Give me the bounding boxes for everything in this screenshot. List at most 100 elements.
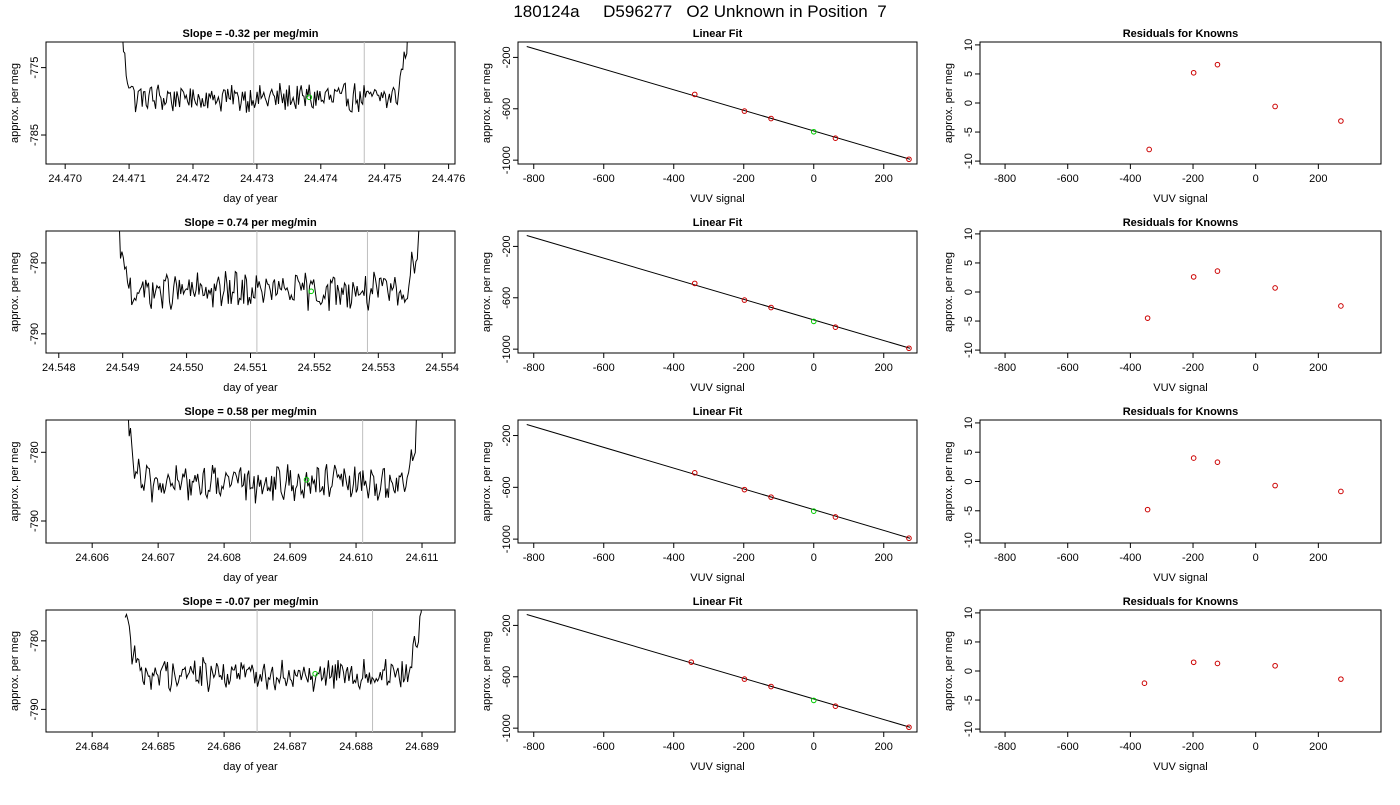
residual-point-r2c2 — [1144, 506, 1151, 513]
x-tick-label-r0c0: 24.473 — [240, 173, 274, 185]
fit-line-r3c1 — [526, 614, 911, 728]
x-tick-label-r1c0: 24.551 — [234, 362, 268, 374]
plot-title-r0c2: Residuals for Knowns — [1123, 28, 1239, 40]
known-point-r3c1 — [688, 659, 695, 665]
known-point-r3c1 — [768, 683, 774, 690]
x-tick-label-r3c1: -200 — [733, 741, 755, 753]
x-tick-label-r3c2: -400 — [1119, 741, 1141, 753]
x-axis-label-r2c0: day of year — [223, 572, 278, 584]
known-point-r1c1 — [906, 345, 912, 352]
plot-frame-r3c2 — [979, 609, 1382, 733]
known-point-r2c1 — [741, 486, 748, 493]
y-tick-label-r0c2: -10 — [963, 153, 975, 169]
x-tick-label-r0c1: 200 — [875, 173, 893, 185]
x-tick-label-r2c2: -200 — [1182, 552, 1204, 564]
x-tick-label-r0c1: -400 — [663, 173, 685, 185]
x-tick-label-r3c2: 0 — [1253, 741, 1259, 753]
residual-point-r0c2 — [1190, 69, 1197, 76]
unknown-point-r0c1 — [810, 128, 817, 135]
plot-frame-r1c0 — [45, 230, 456, 354]
residual-point-r3c2 — [1214, 660, 1221, 667]
x-axis-label-r3c1: VUV signal — [690, 761, 744, 773]
x-tick-label-r1c2: -200 — [1182, 362, 1204, 374]
y-tick-label-r3c2: 0 — [963, 668, 975, 674]
y-tick-label-r1c2: -5 — [963, 316, 975, 326]
x-tick-label-r2c2: -800 — [994, 552, 1016, 564]
y-tick-label-r3c2: -5 — [963, 695, 975, 705]
x-tick-label-r3c1: -800 — [523, 741, 545, 753]
x-tick-label-r1c1: -600 — [593, 362, 615, 374]
y-tick-label-r0c1: -200 — [501, 46, 513, 68]
y-tick-label-r2c2: -5 — [963, 506, 975, 516]
fit-line-r0c1 — [526, 46, 911, 160]
x-tick-label-r1c1: -800 — [523, 362, 545, 374]
y-axis-label-r0c1: approx. per meg — [481, 63, 493, 143]
signal-trace-r1c0 — [119, 231, 420, 311]
x-axis-label-r1c2: VUV signal — [1153, 382, 1207, 394]
y-tick-label-r2c2: 5 — [963, 449, 975, 455]
x-tick-label-r0c1: 0 — [811, 173, 817, 185]
unknown-point-r2c1 — [810, 508, 817, 514]
y-tick-label-r1c2: 5 — [963, 260, 975, 266]
y-axis-label-r3c1: approx. per meg — [481, 631, 493, 711]
x-tick-label-r0c2: -400 — [1119, 173, 1141, 185]
y-tick-label-r0c1: -600 — [501, 98, 513, 120]
known-point-r0c1 — [906, 156, 912, 163]
plot-title-r2c0: Slope = 0.58 per meg/min — [184, 406, 317, 418]
figure-title: 180124a D596277 O2 Unknown in Position 7 — [513, 2, 887, 21]
x-tick-label-r3c2: -600 — [1057, 741, 1079, 753]
y-tick-label-r2c2: -10 — [963, 532, 975, 548]
x-tick-label-r1c1: -200 — [733, 362, 755, 374]
y-tick-label-r2c1: -600 — [501, 476, 513, 498]
y-tick-label-r3c0: -780 — [29, 630, 41, 652]
y-axis-label-r2c0: approx. per meg — [9, 441, 21, 521]
y-tick-label-r2c1: -1000 — [501, 525, 513, 553]
x-tick-label-r0c0: 24.470 — [48, 173, 82, 185]
y-tick-label-r0c2: 0 — [963, 100, 975, 106]
x-axis-label-r3c2: VUV signal — [1153, 761, 1207, 773]
x-tick-label-r3c2: -200 — [1182, 741, 1204, 753]
plot-title-r2c2: Residuals for Knowns — [1123, 406, 1239, 418]
x-tick-label-r2c2: 200 — [1309, 552, 1327, 564]
x-tick-label-r2c1: -600 — [593, 552, 615, 564]
y-axis-label-r1c0: approx. per meg — [9, 252, 21, 332]
x-axis-label-r0c2: VUV signal — [1153, 193, 1207, 205]
y-tick-label-r1c1: -600 — [501, 287, 513, 309]
y-tick-label-r1c0: -790 — [29, 323, 41, 345]
x-tick-label-r2c1: -200 — [733, 552, 755, 564]
fit-line-r2c1 — [526, 424, 911, 539]
x-tick-label-r3c0: 24.685 — [141, 741, 175, 753]
residual-point-r1c2 — [1144, 315, 1151, 321]
y-tick-label-r3c2: 5 — [963, 639, 975, 645]
residual-point-r3c2 — [1338, 676, 1344, 682]
plot-frame-r2c1 — [517, 419, 918, 544]
x-axis-label-r2c2: VUV signal — [1153, 572, 1207, 584]
residual-point-r2c2 — [1338, 488, 1344, 495]
unknown-marker-r1c0 — [308, 288, 315, 295]
x-tick-label-r2c2: 0 — [1253, 552, 1259, 564]
y-tick-label-r1c2: 0 — [963, 289, 975, 295]
known-point-r0c1 — [691, 91, 698, 98]
x-tick-label-r3c0: 24.687 — [273, 741, 307, 753]
y-axis-label-r0c0: approx. per meg — [9, 63, 21, 143]
y-tick-label-r2c1: -200 — [501, 425, 513, 447]
plot-frame-r2c2 — [979, 419, 1382, 544]
x-tick-label-r3c1: 0 — [811, 741, 817, 753]
known-point-r2c1 — [691, 470, 698, 476]
y-tick-label-r0c0: -785 — [29, 124, 41, 146]
x-axis-label-r1c0: day of year — [223, 382, 278, 394]
x-tick-label-r1c0: 24.552 — [298, 362, 332, 374]
x-tick-label-r1c2: 0 — [1253, 362, 1259, 374]
x-axis-label-r0c0: day of year — [223, 193, 278, 205]
residual-point-r1c2 — [1190, 274, 1197, 280]
y-tick-label-r3c1: -200 — [501, 614, 513, 636]
known-point-r2c1 — [768, 494, 774, 500]
x-tick-label-r1c0: 24.554 — [425, 362, 459, 374]
x-tick-label-r3c0: 24.686 — [207, 741, 241, 753]
plot-title-r1c0: Slope = 0.74 per meg/min — [184, 217, 317, 229]
x-tick-label-r1c0: 24.550 — [170, 362, 204, 374]
x-tick-label-r0c2: 0 — [1253, 173, 1259, 185]
known-point-r0c1 — [741, 108, 748, 114]
y-tick-label-r0c2: -5 — [963, 127, 975, 137]
